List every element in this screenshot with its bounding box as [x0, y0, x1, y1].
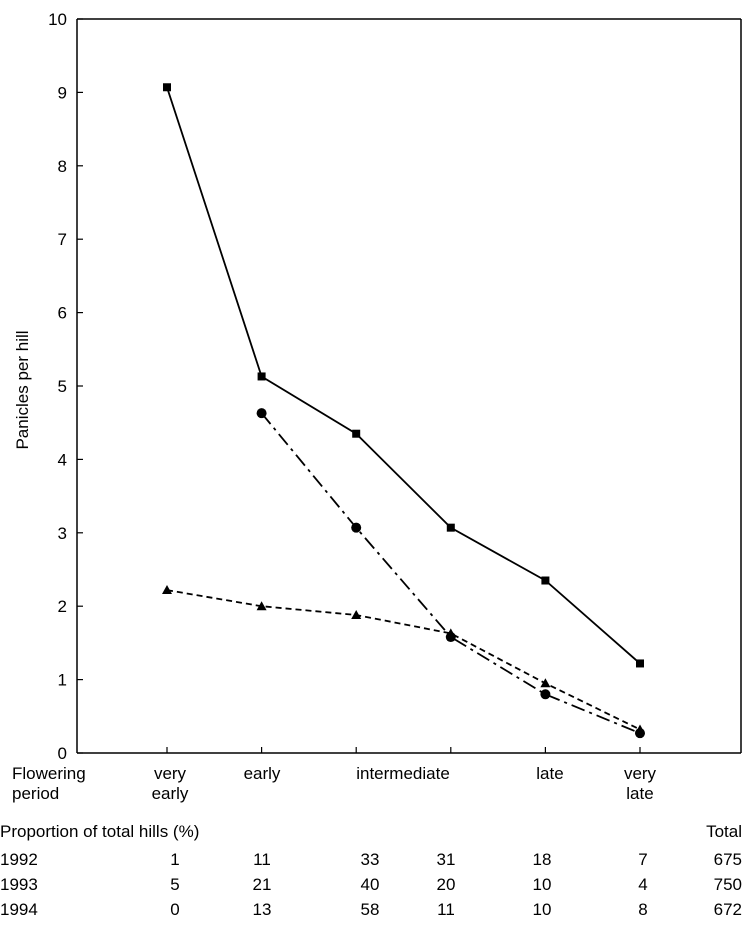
table-row: 1992 1 11 33 31 18 7 675: [0, 850, 742, 872]
data-point-circle: [540, 689, 551, 700]
data-point-square: [352, 429, 361, 438]
table-value-cell: 21: [252, 875, 272, 894]
table-header-row: Proportion of total hills (%) Total: [0, 822, 742, 844]
table-value-cell: 10: [532, 900, 552, 919]
table-year-cell: 1992: [0, 850, 38, 869]
table-year-cell: 1993: [0, 875, 38, 894]
data-point-triangle: [351, 610, 362, 620]
category-line1: very: [153, 764, 187, 783]
category-line1: early: [243, 764, 281, 783]
data-point-triangle: [162, 585, 172, 595]
y-axis-title: Panicles per hill: [13, 330, 32, 449]
y-tick-label: 2: [58, 597, 67, 616]
data-point-triangle: [635, 724, 645, 734]
table-value-cell: 13: [252, 900, 272, 919]
data-point-square: [257, 372, 266, 381]
y-tick-label: 9: [58, 83, 67, 102]
chart: 0 1 2 3 4 5 6 7 8 9 10 Panicles per hill: [13, 10, 742, 760]
y-tick-label: 7: [58, 230, 67, 249]
table-value-cell: 1: [170, 850, 180, 869]
table-value-cell: 20: [436, 875, 456, 894]
table-value-cell: 5: [170, 875, 180, 894]
flowering-category-very-early: very early: [148, 764, 192, 804]
y-tick-label: 5: [58, 377, 67, 396]
table-value-cell: 10: [532, 875, 552, 894]
data-point-triangle: [540, 678, 551, 688]
data-point-square: [446, 523, 455, 532]
table-value-cell: 8: [638, 900, 648, 919]
flowering-label-line1: Flowering: [12, 764, 86, 783]
data-point-square: [163, 83, 171, 92]
category-line1: late: [536, 764, 564, 783]
table-total-cell: 750: [713, 875, 742, 894]
category-line1: very: [623, 764, 657, 783]
axes: 0 1 2 3 4 5 6 7 8 9 10: [48, 10, 742, 760]
data-point-square: [636, 659, 644, 668]
y-tick-label: 6: [58, 304, 67, 323]
table-value-cell: 11: [253, 850, 271, 869]
series-line-3: [166, 589, 641, 731]
data-point-circle: [351, 522, 362, 533]
y-tick-label: 8: [58, 157, 67, 176]
flowering-category-intermediate: intermediate: [343, 764, 463, 784]
y-tick-label: 3: [58, 524, 67, 543]
category-line1: intermediate: [356, 764, 450, 783]
category-line2: late: [626, 784, 654, 803]
table-value-cell: 58: [360, 900, 380, 919]
series-line-1: [166, 87, 641, 665]
flowering-period-label: Flowering period: [12, 764, 86, 804]
flowering-category-very-late: very late: [618, 764, 662, 804]
table-title: Proportion of total hills (%): [0, 822, 200, 841]
table-value-cell: 11: [437, 900, 455, 919]
y-tick-label: 1: [58, 671, 67, 690]
flowering-category-late: late: [530, 764, 570, 784]
data-point-square: [541, 576, 550, 585]
category-line2: early: [151, 784, 189, 803]
data-point-triangle: [445, 628, 456, 638]
table-value-cell: 31: [436, 850, 456, 869]
table-value-cell: 0: [170, 900, 180, 919]
table-year-cell: 1994: [0, 900, 38, 919]
flowering-label-line2: period: [12, 784, 60, 803]
y-tick-label: 4: [58, 450, 67, 469]
y-tick-label: 10: [48, 10, 67, 29]
table-value-cell: 40: [360, 875, 380, 894]
table-row: 1993 5 21 40 20 10 4 750: [0, 875, 742, 897]
total-header: Total: [706, 822, 742, 841]
table-value-cell: 7: [638, 850, 648, 869]
table-value-cell: 18: [532, 850, 552, 869]
table-value-cell: 4: [638, 875, 648, 894]
series-line-2: [260, 412, 641, 735]
table-row: 1994 0 13 58 11 10 8 672: [0, 900, 742, 922]
series-layer: [162, 83, 645, 739]
data-point-circle: [256, 408, 267, 419]
table-total-cell: 675: [713, 850, 742, 869]
y-tick-label: 0: [58, 744, 67, 760]
table-total-cell: 672: [713, 900, 742, 919]
table-value-cell: 33: [360, 850, 380, 869]
flowering-category-early: early: [238, 764, 286, 784]
data-point-triangle: [256, 601, 267, 611]
